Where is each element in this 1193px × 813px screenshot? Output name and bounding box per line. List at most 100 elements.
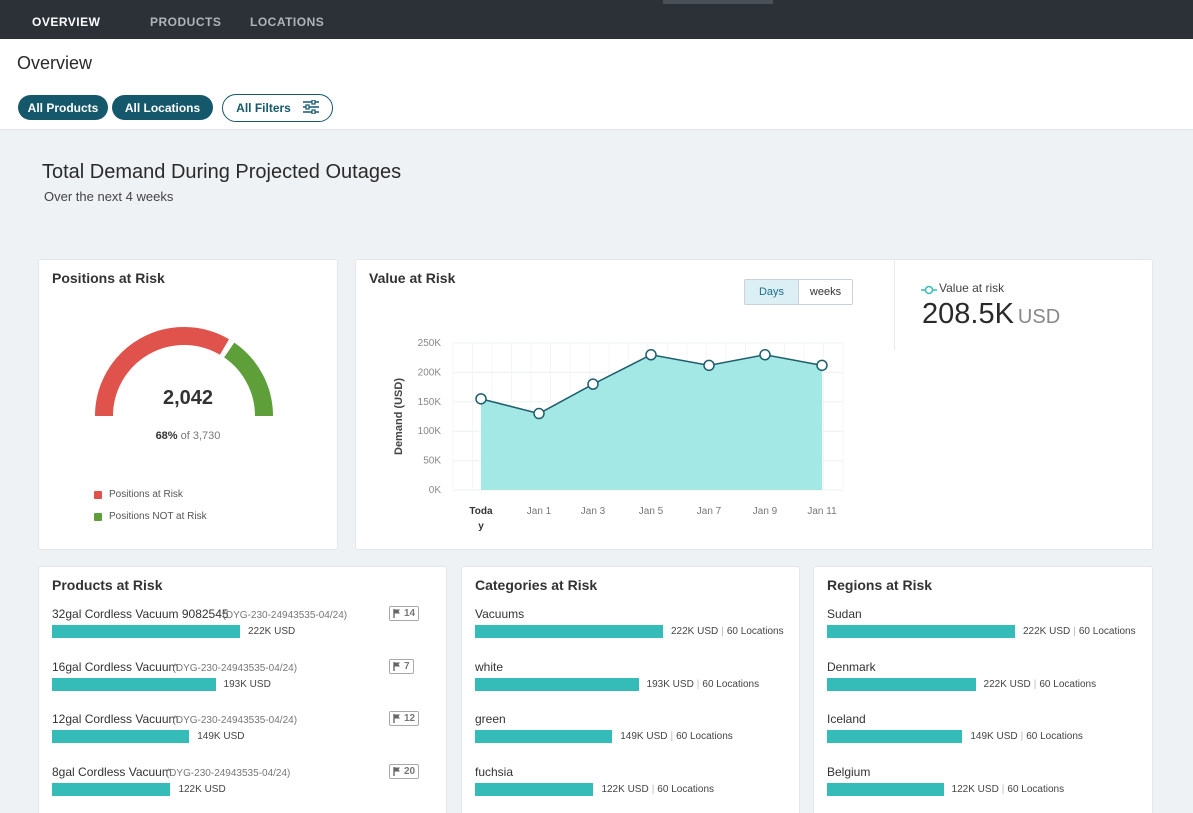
regions-locations-text: 60 Locations (1007, 783, 1065, 795)
categories-item-label: fuchsia (475, 764, 514, 779)
regions-item-label: Belgium (827, 764, 871, 779)
section-title: Total Demand During Projected Outages (42, 161, 402, 183)
categories-bar-value: 149K USD | 60 Locations (620, 731, 733, 742)
regions-item-name[interactable]: Iceland (827, 712, 866, 726)
page-header: Overview All Products All Locations All … (0, 39, 1193, 130)
x-tick-label: Jan 3 (581, 506, 606, 517)
x-tick-label: Jan 9 (753, 506, 778, 517)
categories-locations-text: 60 Locations (676, 731, 733, 742)
y-tick-label: 0K (429, 485, 442, 496)
data-point[interactable] (645, 349, 657, 361)
data-point[interactable] (703, 359, 715, 372)
value-at-risk-title: Value at Risk (369, 270, 456, 286)
categories-item-label: Vacuums (475, 607, 525, 621)
separator: | (1073, 626, 1076, 637)
regions-at-risk-card: Regions at Risk Sudan 222K USD | 60 Locatio… (813, 566, 1153, 813)
flag-icon (393, 766, 400, 776)
regions-item-name[interactable]: Sudan (827, 607, 862, 621)
regions-item-name[interactable]: Denmark (827, 660, 876, 674)
tab-locations[interactable]: LOCATIONS (250, 15, 325, 29)
regions-bar-value: 149K USD | 60 Locations (970, 731, 1083, 742)
products-bar-value: 149K USD (197, 731, 244, 742)
x-tick-label: Jan 1 (527, 506, 552, 517)
products-item-label: 8gal Cordless Vacuum (52, 764, 172, 779)
categories-bar (475, 782, 594, 796)
products-value-text: 149K USD (197, 731, 245, 742)
regions-bar (827, 782, 944, 796)
categories-bar-value: 122K USD | 60 Locations (601, 784, 714, 795)
y-tick-label: 50K (423, 456, 441, 467)
products-bar (52, 625, 240, 638)
categories-at-risk-card: Categories at Risk Vacuums 222K USD | 60 Lo… (461, 566, 800, 813)
all-products-filter[interactable]: All Products (18, 95, 108, 120)
categories-title: Categories at Risk (475, 577, 598, 593)
value-at-risk-chart: 0K 50K 100K 150K 200K 250K Toda y Jan 1 Jan 3 Jan … (393, 338, 844, 532)
products-item-name[interactable]: 12gal Cordless Vacuum(DYG-230-24943535-0… (52, 712, 297, 726)
categories-item-name[interactable]: green (475, 712, 506, 726)
legend-safe-label: Positions NOT at Risk (109, 511, 207, 522)
value-at-risk-amount: 208.5K (922, 298, 1014, 330)
categories-item-name[interactable]: white (475, 660, 503, 674)
products-item-name[interactable]: 32gal Cordless Vacuum 9082545(DYG-230-24… (52, 607, 347, 621)
positions-title: Positions at Risk (52, 270, 165, 286)
regions-value-text: 222K USD (983, 678, 1031, 690)
data-point[interactable] (475, 393, 487, 405)
x-tick-label-part: Toda (469, 506, 493, 517)
regions-bar-value: 122K USD | 60 Locations (952, 784, 1065, 795)
section-subtitle: Over the next 4 weeks (44, 189, 174, 204)
legend-not-at-risk: Positions NOT at Risk (94, 511, 207, 522)
data-point[interactable] (587, 378, 599, 390)
separator: | (1020, 731, 1024, 742)
value-at-risk-total: 208.5K USD (922, 298, 1060, 331)
data-point[interactable] (759, 349, 771, 361)
products-value-text: 222K USD (248, 626, 296, 637)
all-filters-button[interactable]: All Filters (222, 94, 333, 122)
positions-at-risk-card: Positions at Risk 2,042 68% of 3,730 Pos… (38, 259, 338, 550)
flag-icon (393, 661, 400, 671)
regions-item-name[interactable]: Belgium (827, 765, 870, 779)
flag-count-badge[interactable]: 12 (389, 711, 420, 726)
products-item-name[interactable]: 8gal Cordless Vacuum(DYG-230-24943535-04… (52, 765, 290, 779)
value-at-risk-card: Value at Risk Days weeks 0K 50K 100K 150K 20… (355, 259, 1153, 550)
categories-bar (475, 730, 613, 743)
products-bar-value: 222K USD (248, 626, 295, 637)
legend-risk-swatch (94, 490, 102, 499)
products-item-label: 32gal Cordless Vacuum 9082545 (52, 607, 229, 621)
categories-item-label: green (475, 712, 506, 726)
flag-count-badge[interactable]: 20 (389, 763, 420, 779)
regions-bar (827, 730, 963, 743)
regions-locations-text: 60 Locations (1039, 678, 1097, 690)
regions-locations-text: 60 Locations (1078, 626, 1136, 637)
flag-count: 20 (404, 765, 416, 777)
categories-item-name[interactable]: fuchsia (475, 765, 513, 779)
regions-locations-text: 60 Locations (1026, 731, 1083, 742)
x-tick-label-part: y (478, 521, 484, 532)
separator: | (696, 678, 700, 690)
separator: | (651, 783, 655, 795)
toggle-days[interactable]: Days (745, 280, 799, 304)
regions-value-text: 149K USD (970, 731, 1018, 742)
flag-count: 14 (404, 608, 416, 619)
toggle-weeks[interactable]: weeks (799, 280, 852, 304)
positions-of-total: of 3,730 (180, 430, 221, 442)
positions-value: 2,042 (162, 387, 214, 409)
products-item-name[interactable]: 16gal Cordless Vacuum(DYG-230-24943535-0… (52, 660, 297, 674)
data-point[interactable] (533, 407, 545, 420)
products-item-label: 12gal Cordless Vacuum (52, 712, 179, 726)
categories-value-text: 222K USD (671, 626, 719, 637)
categories-item-name[interactable]: Vacuums (475, 607, 524, 621)
categories-locations-text: 60 Locations (726, 626, 784, 637)
y-tick-label: 250K (418, 338, 442, 349)
tab-products[interactable]: PRODUCTS (150, 15, 222, 29)
value-at-risk-label: Value at risk (939, 281, 1005, 295)
all-locations-filter[interactable]: All Locations (112, 95, 213, 120)
data-point[interactable] (816, 359, 828, 372)
tab-overview[interactable]: OVERVIEW (32, 15, 101, 29)
regions-item-label: Denmark (827, 659, 876, 674)
flag-count-badge[interactable]: 14 (389, 606, 420, 621)
regions-item-label: Iceland (827, 712, 866, 726)
regions-bar (827, 625, 1015, 638)
products-item-code: (DYG-230-24943535-04/24) (165, 767, 291, 779)
positions-gauge (95, 327, 273, 417)
flag-count-badge[interactable]: 7 (389, 658, 414, 674)
